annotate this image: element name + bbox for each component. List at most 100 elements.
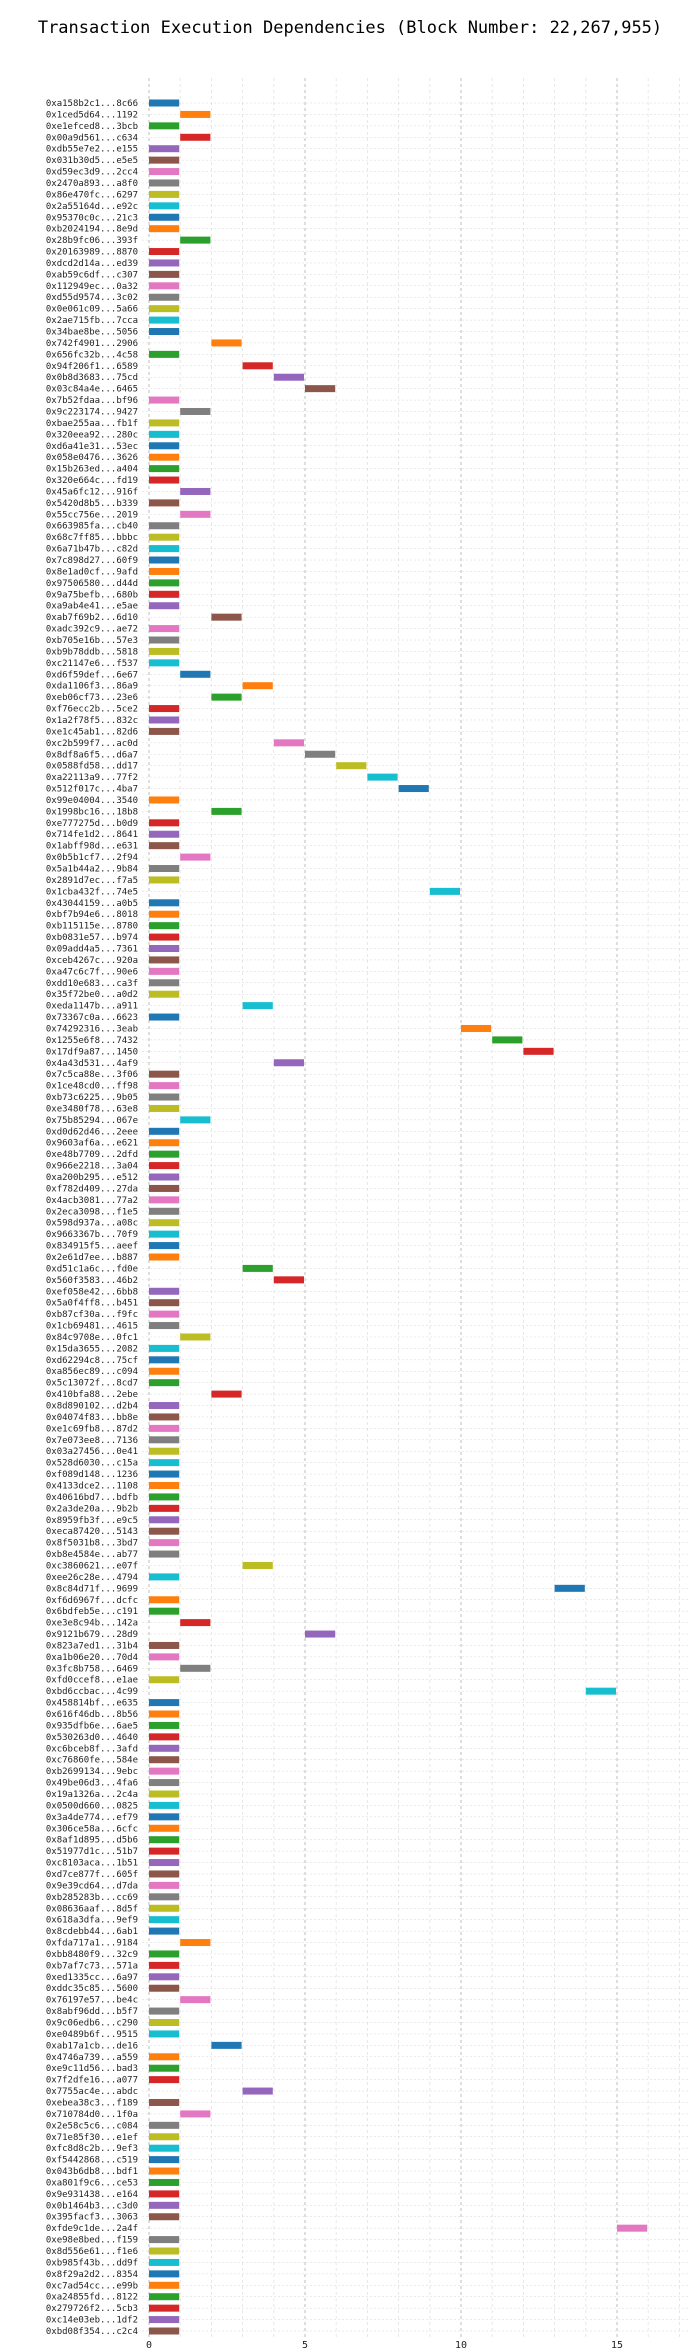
transaction-bar [149, 2258, 180, 2266]
transaction-bar [180, 1619, 211, 1627]
transaction-bar [149, 1527, 180, 1535]
transaction-bar [149, 156, 180, 164]
transaction-bar [149, 819, 180, 827]
y-tick-label: 0x4acb3081...77a2 [46, 1196, 138, 1206]
y-tick-label: 0xe1c69fb8...87d2 [46, 1424, 138, 1434]
y-tick-label: 0x5420d8b5...b339 [46, 499, 138, 509]
y-tick-label: 0x9e39cd64...d7da [46, 1881, 138, 1891]
transaction-bar [149, 1767, 180, 1775]
transaction-bar [180, 1996, 211, 2004]
transaction-bar [149, 1836, 180, 1844]
y-tick-label: 0xda1106f3...86a9 [46, 682, 138, 692]
y-tick-label: 0x8af1d895...d5b6 [46, 1836, 138, 1846]
transaction-bar [149, 1344, 180, 1352]
y-tick-label: 0xab7f69b2...6d10 [46, 613, 138, 623]
transaction-bar [242, 2087, 273, 2095]
y-tick-label: 0xe3e8c94b...142a [46, 1619, 138, 1629]
y-tick-label: 0x15b263ed...a404 [46, 465, 138, 475]
y-tick-label: 0x823a7ed1...31b4 [46, 1641, 138, 1651]
transaction-bar [149, 442, 180, 450]
y-tick-label: 0xb705e16b...57e3 [46, 636, 138, 646]
y-tick-label: 0x68c7ff85...bbbc [46, 533, 138, 543]
transaction-bar [149, 2270, 180, 2278]
y-tick-label: 0xeb06cf73...23e6 [46, 693, 138, 703]
transaction-bar [180, 133, 211, 141]
transaction-bar [149, 1310, 180, 1318]
y-tick-label: 0xf5442868...c519 [46, 2156, 138, 2166]
transaction-bar [617, 2224, 648, 2232]
y-tick-label: 0xa1b06e20...70d4 [46, 1653, 138, 1663]
transaction-bar [149, 1984, 180, 1992]
transaction-bar [149, 2236, 180, 2244]
transaction-bar [149, 1973, 180, 1981]
y-tick-label: 0x834915f5...aeef [46, 1242, 138, 1252]
y-tick-label: 0x84c9708e...0fc1 [46, 1333, 138, 1343]
y-tick-label: 0x598d937a...a08c [46, 1219, 138, 1229]
transaction-bar [149, 1847, 180, 1855]
transaction-bar [149, 2098, 180, 2106]
y-tick-label: 0xab59c6df...c307 [46, 270, 138, 280]
y-tick-label: 0x1ced5d64...1192 [46, 110, 138, 120]
y-tick-label: 0x618a3dfa...9ef9 [46, 1916, 138, 1926]
transaction-bar [149, 2144, 180, 2152]
y-tick-label: 0xa22113a9...77f2 [46, 773, 138, 783]
transaction-bar [273, 1276, 304, 1284]
y-tick-label: 0xc7ad54cc...e99b [46, 2281, 138, 2291]
transaction-bar [149, 430, 180, 438]
y-tick-label: 0x08636aaf...8d5f [46, 1904, 138, 1914]
y-tick-label: 0x8f5031b8...3bd7 [46, 1539, 138, 1549]
y-tick-label: 0xb285283b...cc69 [46, 1893, 138, 1903]
y-tick-label: 0x5a0f4ff8...b451 [46, 1299, 138, 1309]
y-tick-label: 0x7f2dfe16...a077 [46, 2076, 138, 2086]
transaction-bar [149, 716, 180, 724]
transaction-bar [149, 2007, 180, 2015]
transaction-bar [149, 1093, 180, 1101]
y-tick-label: 0x71e85f30...e1ef [46, 2133, 138, 2143]
transaction-bar [180, 236, 211, 244]
transaction-bar [149, 2293, 180, 2301]
transaction-bar [149, 419, 180, 427]
y-tick-label: 0x17df9a87...1450 [46, 1047, 138, 1057]
transaction-bar [149, 1859, 180, 1867]
y-tick-label: 0x04074f83...bb8e [46, 1413, 138, 1423]
transaction-bar [180, 670, 211, 678]
y-tick-label: 0x8d890102...d2b4 [46, 1402, 138, 1412]
transaction-bar [149, 2121, 180, 2129]
y-tick-label: 0xdd10e683...ca3f [46, 979, 138, 989]
y-tick-label: 0xa9ab4e41...e5ae [46, 602, 138, 612]
transaction-bar [149, 2053, 180, 2061]
transaction-bar [149, 1070, 180, 1078]
transaction-bar [273, 1059, 304, 1067]
transaction-bar [149, 2281, 180, 2289]
transaction-bar [149, 122, 180, 130]
transaction-bar [149, 2201, 180, 2209]
transaction-bar [149, 316, 180, 324]
y-tick-label: 0xb7af7c73...571a [46, 1961, 138, 1971]
y-tick-label: 0x710784d0...1f0a [46, 2110, 138, 2120]
transaction-bar [149, 1961, 180, 1969]
y-tick-label: 0xf089d148...1236 [46, 1470, 138, 1480]
y-tick-label: 0x00a9d561...c634 [46, 133, 138, 143]
transaction-bar [149, 1459, 180, 1467]
transaction-bar [149, 1870, 180, 1878]
transaction-bar [242, 1561, 273, 1569]
transaction-bar [149, 842, 180, 850]
transaction-bar [149, 922, 180, 930]
y-tick-label: 0x4746a739...a559 [46, 2053, 138, 2063]
y-tick-label: 0x6a71b47b...c82d [46, 545, 138, 555]
transaction-bar [149, 1699, 180, 1707]
y-tick-label: 0xd6f59def...6e67 [46, 670, 138, 680]
x-tick-label: 15 [611, 2340, 623, 2351]
y-tick-label: 0x2a3de20a...9b2b [46, 1504, 138, 1514]
transaction-bar [211, 339, 242, 347]
y-tick-label: 0x73367c0a...6623 [46, 1013, 138, 1023]
y-tick-label: 0xb2024194...8e9d [46, 225, 138, 235]
transaction-bar [149, 1447, 180, 1455]
transaction-bar [149, 2190, 180, 2198]
transaction-bar [149, 1801, 180, 1809]
transaction-bar [149, 1653, 180, 1661]
transaction-bar [149, 1756, 180, 1764]
y-tick-label: 0xdcd2d14a...ed39 [46, 259, 138, 269]
y-tick-label: 0x966e2218...3a04 [46, 1162, 138, 1172]
transaction-bar [149, 259, 180, 267]
